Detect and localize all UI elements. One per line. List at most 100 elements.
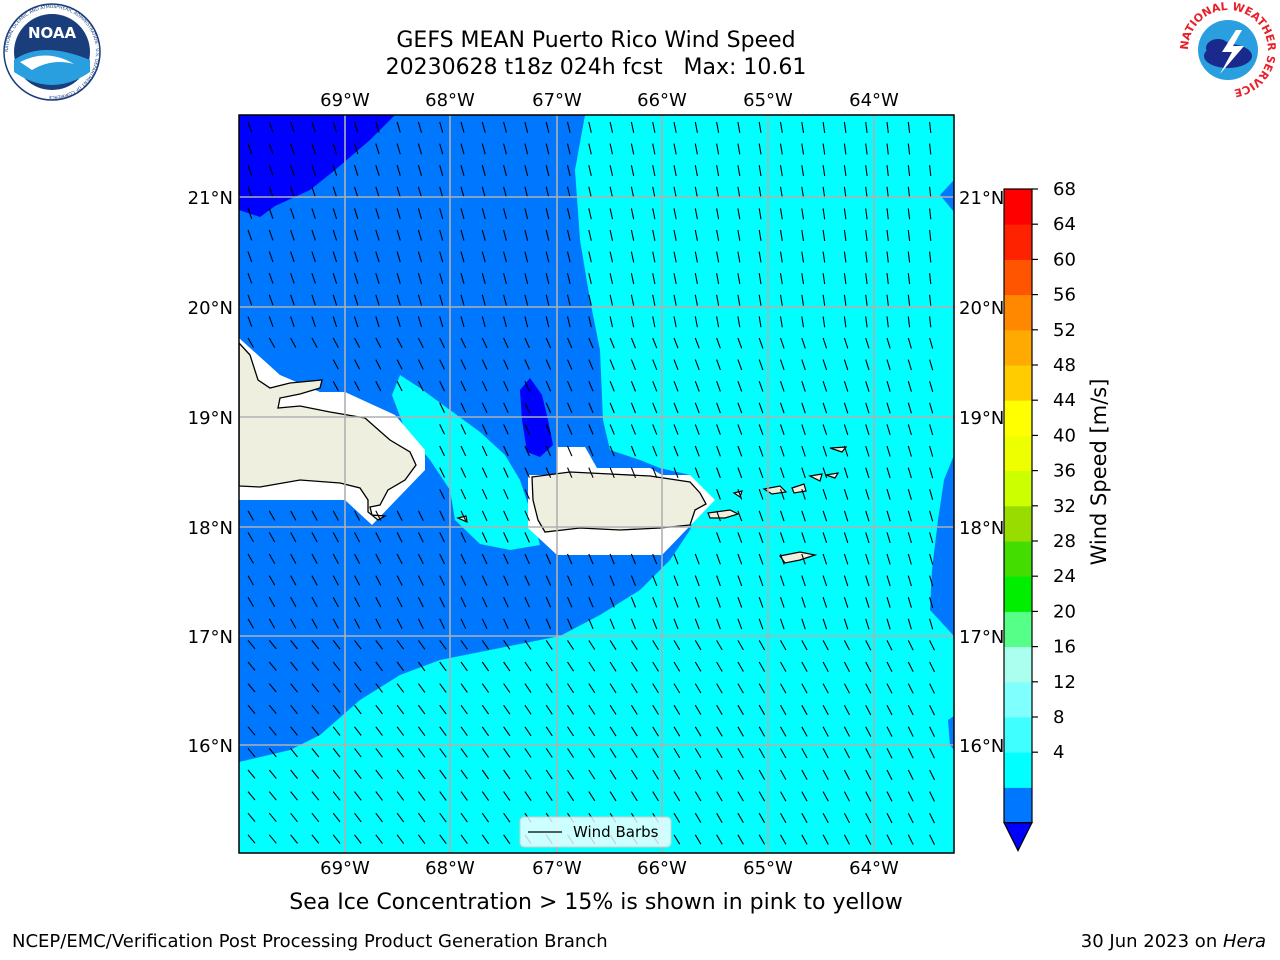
- wind-barb: [779, 294, 783, 306]
- wind-barb: [801, 532, 806, 543]
- map-frame: [238, 114, 955, 854]
- wind-barb: [396, 229, 401, 241]
- wind-barb: [524, 402, 530, 414]
- wind-barb: [460, 380, 467, 392]
- wind-barb: [801, 489, 806, 500]
- wind-barb: [822, 208, 826, 220]
- wind-barb: [545, 402, 552, 414]
- lat-label-left: 18°N: [188, 518, 233, 539]
- wind-barbs-legend: Wind Barbs: [519, 816, 672, 848]
- wind-barb: [886, 424, 891, 436]
- wind-barb: [503, 640, 511, 650]
- wind-barb: [439, 726, 447, 737]
- wind-barb: [396, 294, 401, 306]
- wind-barb: [758, 294, 762, 306]
- wind-barb: [780, 661, 787, 672]
- wind-barb: [673, 402, 679, 414]
- land-hispaniola: [239, 342, 417, 521]
- wind-barb: [545, 316, 550, 328]
- wind-barb: [737, 186, 741, 198]
- wind-barb: [460, 726, 468, 737]
- wind-barb: [886, 208, 889, 220]
- colorbar-bin: [1004, 681, 1032, 718]
- wind-barb: [375, 532, 382, 543]
- wind-barb: [822, 618, 828, 630]
- wind-barb: [779, 510, 785, 522]
- wind-barb: [886, 640, 893, 651]
- wind-barb: [566, 380, 573, 392]
- wind-barb: [311, 683, 320, 693]
- wind-barb: [737, 704, 744, 715]
- wind-barb: [630, 424, 637, 435]
- wind-barb: [886, 726, 893, 737]
- wind-barb: [247, 575, 254, 586]
- wind-barb: [481, 402, 488, 414]
- wind-barb: [460, 165, 465, 176]
- wind-barb: [375, 683, 383, 693]
- wind-barb: [907, 186, 911, 198]
- wind-barb: [588, 575, 594, 586]
- wind-barb: [353, 273, 359, 284]
- chart-title: GEFS MEAN Puerto Rico Wind Speed: [396, 28, 796, 53]
- wind-barb: [758, 812, 766, 824]
- wind-barb: [801, 186, 805, 198]
- wind-barb: [545, 121, 550, 133]
- wind-barb: [481, 208, 486, 220]
- wind-barb: [588, 229, 592, 241]
- wind-barb: [801, 143, 805, 155]
- wind-barb: [524, 208, 529, 220]
- wind-barb: [439, 834, 447, 845]
- wind-barb: [354, 596, 361, 608]
- colorbar-label: Wind Speed [m/s]: [1087, 379, 1111, 566]
- wind-barb: [503, 165, 507, 176]
- wind-barb: [822, 791, 829, 802]
- wind-barb: [673, 121, 677, 133]
- wind-barb: [290, 165, 295, 176]
- wind-barb: [524, 510, 530, 522]
- wind-barb: [439, 532, 445, 543]
- wind-barb: [460, 229, 465, 241]
- wind-barb: [886, 812, 893, 824]
- wind-barb: [481, 229, 486, 241]
- wind-barb: [396, 661, 405, 672]
- wind-barb: [716, 165, 720, 177]
- wind-barb: [865, 640, 872, 651]
- wind-barb: [481, 704, 490, 715]
- wind-barb: [332, 294, 338, 306]
- wind-barb: [311, 273, 316, 284]
- wind-barb: [652, 445, 658, 457]
- wind-barb: [843, 229, 847, 241]
- wind-barb: [353, 165, 359, 176]
- wind-barb: [354, 748, 362, 758]
- wind-barb: [588, 121, 592, 133]
- wind-barb: [843, 294, 847, 306]
- wind-barb: [609, 467, 615, 479]
- wind-barb: [630, 143, 635, 155]
- wind-barb: [801, 208, 805, 220]
- wind-barb: [503, 467, 509, 478]
- wind-barb: [822, 532, 828, 543]
- wind-barb: [354, 791, 362, 801]
- colorbar-bin: [1004, 294, 1032, 331]
- wind-barb: [375, 359, 382, 370]
- wind-barb: [737, 467, 743, 479]
- wind-barb: [566, 208, 571, 220]
- wind-barb: [737, 359, 743, 371]
- wind-barb: [737, 618, 743, 630]
- wind-barb: [460, 704, 468, 715]
- wind-barb: [545, 380, 552, 392]
- land-puerto-rico: [531, 471, 707, 533]
- lon-label-top: 67°W: [532, 90, 582, 111]
- lat-label-right: 21°N: [959, 188, 1004, 209]
- wind-barb: [929, 769, 935, 781]
- lon-label-top: 64°W: [849, 90, 899, 111]
- wind-barb: [332, 575, 339, 586]
- wind-barb: [566, 294, 571, 306]
- wind-barb: [268, 186, 274, 198]
- wind-barb: [332, 812, 341, 823]
- wind-barb: [652, 467, 658, 479]
- wind-barb: [779, 424, 785, 435]
- wind-barb: [503, 294, 507, 306]
- wind-barb: [481, 445, 488, 457]
- wind-barb: [609, 143, 614, 155]
